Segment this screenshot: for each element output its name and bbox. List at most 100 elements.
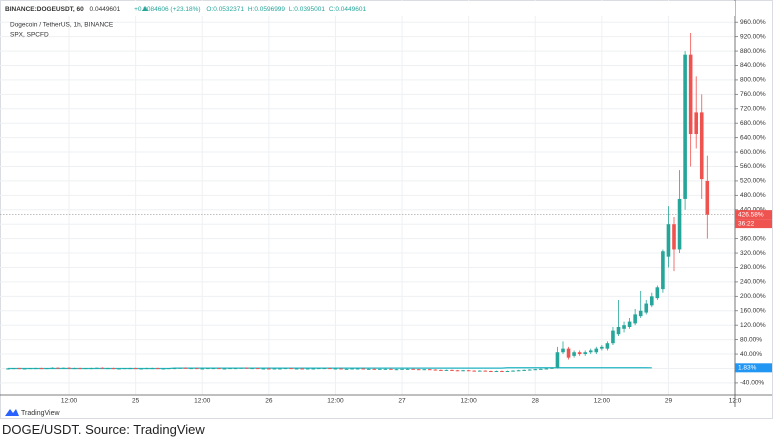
candle-body: [283, 368, 288, 370]
candle-body: [389, 368, 393, 370]
candle-body: [644, 303, 649, 313]
candle-body: [588, 350, 593, 353]
candle-body: [666, 224, 671, 257]
candle-body: [477, 370, 482, 372]
candle-body: [217, 368, 221, 370]
candle-body: [433, 369, 438, 371]
candle-body: [672, 224, 676, 250]
candle-body: [683, 54, 687, 199]
candle-body: [328, 368, 332, 370]
candle-body: [139, 368, 143, 370]
candle-body: [527, 369, 532, 371]
candle-body: [627, 321, 632, 327]
compare-tag-bg: [735, 363, 772, 373]
candle-body: [661, 251, 665, 290]
candle-body: [17, 368, 21, 370]
candle-body: [78, 368, 82, 370]
candle-body: [483, 370, 488, 372]
candle-body: [699, 112, 704, 180]
x-tick-label: 12:00: [61, 398, 78, 405]
chart: -40.00%0.00%40.00%80.00%120.00%160.00%20…: [0, 0, 773, 419]
last-value: 0.0449601: [90, 6, 121, 13]
compare-tag: 1.83%: [738, 365, 757, 372]
y-tick-label: 920.00%: [740, 33, 766, 40]
candle-body: [422, 369, 427, 371]
candle-body: [494, 370, 499, 372]
candle-body: [344, 368, 349, 370]
y-tick-label: 240.00%: [740, 279, 766, 286]
candle-body: [167, 368, 171, 370]
candle-body: [566, 348, 571, 358]
y-tick-label: 560.00%: [740, 163, 766, 170]
low: L:0.0395001: [289, 6, 326, 13]
last-price-tag: 426.58%: [738, 211, 764, 218]
candle-body: [156, 368, 160, 370]
y-tick-label: 160.00%: [740, 307, 766, 314]
candle-body: [572, 352, 576, 356]
x-tick-label: 12:00: [594, 398, 611, 405]
candle-body: [311, 368, 316, 370]
candle-body: [133, 368, 138, 370]
up-arrow: [142, 6, 148, 11]
candle-body: [250, 368, 254, 370]
candle-body: [705, 180, 710, 215]
price-axis-bg: [735, 1, 772, 395]
candle-body: [233, 368, 238, 370]
candle-body: [594, 348, 599, 353]
candle-body: [400, 368, 404, 370]
y-tick-label: 320.00%: [740, 250, 766, 257]
candle-body: [56, 367, 60, 369]
countdown-bg: [735, 219, 772, 229]
x-tick-label: 25: [132, 398, 140, 405]
candle-body: [239, 367, 243, 369]
x-tick-label: 29: [665, 398, 673, 405]
candle-body: [655, 287, 660, 299]
candle-body: [322, 368, 327, 370]
y-tick-label: 360.00%: [740, 235, 766, 242]
last-price-tag-bg: [735, 210, 772, 220]
countdown: 36:22: [738, 220, 755, 227]
y-tick-label: 200.00%: [740, 293, 766, 300]
x-tick-label: 27: [398, 398, 406, 405]
candle-body: [505, 370, 510, 372]
x-tick-label: 12:00: [461, 398, 478, 405]
candle-body: [633, 314, 637, 324]
candle-body: [255, 368, 260, 370]
candle-body: [511, 370, 515, 372]
candle-body: [228, 368, 232, 370]
close: C:0.0449601: [329, 6, 367, 13]
candle-body: [67, 367, 71, 369]
candle-body: [294, 368, 299, 370]
x-tick-label: 12:00: [327, 398, 344, 405]
y-tick-label: 520.00%: [740, 178, 766, 185]
candle-body: [405, 368, 410, 370]
candle-body: [28, 368, 32, 370]
candle-body: [22, 368, 27, 370]
y-tick-label: 840.00%: [740, 62, 766, 69]
candle-body: [172, 368, 177, 370]
y-tick-label: 280.00%: [740, 264, 766, 271]
candle-body: [694, 112, 698, 135]
candle-body: [61, 367, 66, 369]
candle-body: [206, 368, 210, 370]
candle-body: [600, 346, 604, 349]
candle-body: [500, 370, 504, 372]
candle-body: [583, 352, 587, 355]
candle-body: [550, 367, 554, 369]
symbol: BINANCE:DOGEUSDT, 60: [5, 6, 84, 13]
candle-body: [45, 368, 49, 370]
candle-body: [317, 368, 321, 370]
candle-body: [339, 368, 343, 370]
y-tick-label: 120.00%: [740, 322, 766, 329]
candle-body: [267, 368, 271, 370]
y-tick-label: 880.00%: [740, 48, 766, 55]
candle-body: [128, 368, 132, 370]
candle-body: [355, 368, 360, 370]
header-line: BINANCE:DOGEUSDT, 60 0.0449601 +0.008460…: [5, 6, 366, 13]
candle-body: [272, 368, 277, 370]
candle-body: [161, 368, 166, 370]
candle-body: [539, 368, 543, 370]
candle-body: [577, 352, 582, 355]
high: H:0.0596999: [248, 6, 286, 13]
